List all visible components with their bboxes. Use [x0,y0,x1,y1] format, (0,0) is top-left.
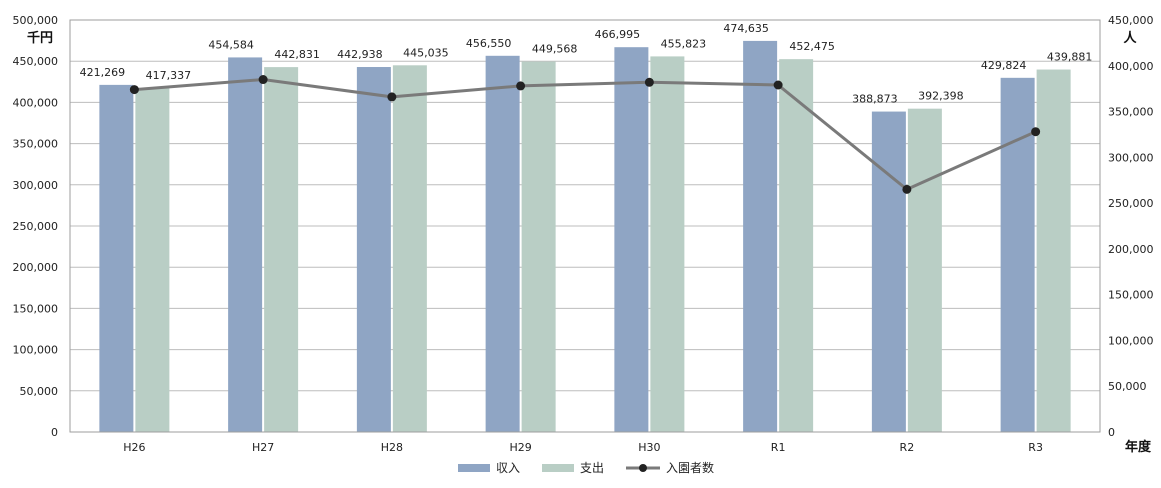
left-tick-label: 250,000 [13,220,59,233]
left-tick-label: 200,000 [13,261,59,274]
data-label: 445,035 [403,46,449,59]
data-label: 439,881 [1047,51,1093,64]
data-label: 442,831 [274,48,320,61]
bars [99,40,1071,433]
right-tick-label: 400,000 [1108,60,1154,73]
bar-expense [1036,69,1071,432]
x-tick-label: H28 [381,441,403,454]
left-tick-label: 300,000 [13,179,59,192]
bar-income [743,40,778,433]
visitor-line [129,75,1041,194]
right-tick-label: 300,000 [1108,151,1154,164]
left-axis-unit: 千円 [27,30,53,46]
data-label: 388,873 [852,93,898,106]
x-tick-label: H27 [252,441,274,454]
bar-income [99,84,134,433]
visitor-point [1031,127,1041,137]
x-tick-label: R1 [771,441,786,454]
left-tick-label: 0 [51,426,58,439]
visitor-point [258,75,268,85]
visitor-point [129,85,139,95]
data-label: 454,584 [208,38,254,51]
bar-income [871,111,906,432]
left-tick-label: 150,000 [13,302,59,315]
x-tick-label: R3 [1028,441,1043,454]
data-label: 429,824 [981,59,1027,72]
plot-frame [69,19,1101,433]
bar-income [485,55,520,433]
data-labels: 421,269 417,337 454,584 442,831 442,938 445,0… [80,22,1093,106]
right-tick-label: 100,000 [1108,334,1154,347]
visitor-point [773,80,783,90]
right-tick-label: 150,000 [1108,289,1154,302]
right-tick-label: 50,000 [1108,380,1147,393]
right-tick-label: 350,000 [1108,106,1154,119]
bar-expense [521,61,556,432]
data-label: 466,995 [595,28,641,41]
legend-marker-visitors [639,464,647,472]
left-tick-label: 450,000 [13,55,59,68]
right-tick-label: 450,000 [1108,14,1154,27]
left-tick-label: 100,000 [13,344,59,357]
visitor-point [644,77,654,87]
data-label: 456,550 [466,37,512,50]
x-tick-label: H30 [638,441,660,454]
left-tick-label: 350,000 [13,138,59,151]
legend-label-visitors: 入園者数 [666,460,714,475]
bar-expense [264,67,299,433]
data-label: 421,269 [80,66,126,79]
data-label: 417,337 [146,69,192,82]
bar-income [356,67,391,432]
x-tick-label: R2 [900,441,915,454]
left-tick-label: 500,000 [13,14,59,27]
data-label: 474,635 [723,22,769,35]
bar-expense [907,108,942,432]
right-tick-label: 200,000 [1108,243,1154,256]
bar-income [1000,77,1035,433]
legend-swatch-expense [542,464,574,472]
visitor-point [387,92,397,102]
bar-income [614,47,649,433]
data-label: 455,823 [661,37,707,50]
data-label: 452,475 [789,40,835,53]
legend-swatch-income [458,464,490,472]
bar-expense [650,56,685,432]
bar-expense [135,88,170,432]
legend-label-expense: 支出 [580,461,604,475]
bar-expense [779,59,814,433]
data-label: 392,398 [918,90,964,103]
legend: 収入 支出 入園者数 [458,460,714,475]
right-axis-unit: 人 [1123,30,1137,46]
axes: 0 50,000 100,000 150,000 200,000 250,000 300,0… [13,14,1154,454]
x-tick-label: H29 [509,441,531,454]
visitor-line-path [134,78,1037,192]
x-axis-unit: 年度 [1125,439,1152,455]
left-tick-label: 50,000 [20,385,59,398]
x-tick-label: H26 [123,441,145,454]
bar-income [228,57,263,432]
left-tick-label: 400,000 [13,96,59,109]
legend-label-income: 収入 [496,461,520,475]
data-label: 449,568 [532,43,578,56]
bar-expense [392,65,427,432]
right-tick-label: 0 [1108,426,1115,439]
visitor-point [516,81,526,91]
visitor-point [902,184,912,194]
data-label: 442,938 [337,48,383,61]
right-tick-label: 250,000 [1108,197,1154,210]
